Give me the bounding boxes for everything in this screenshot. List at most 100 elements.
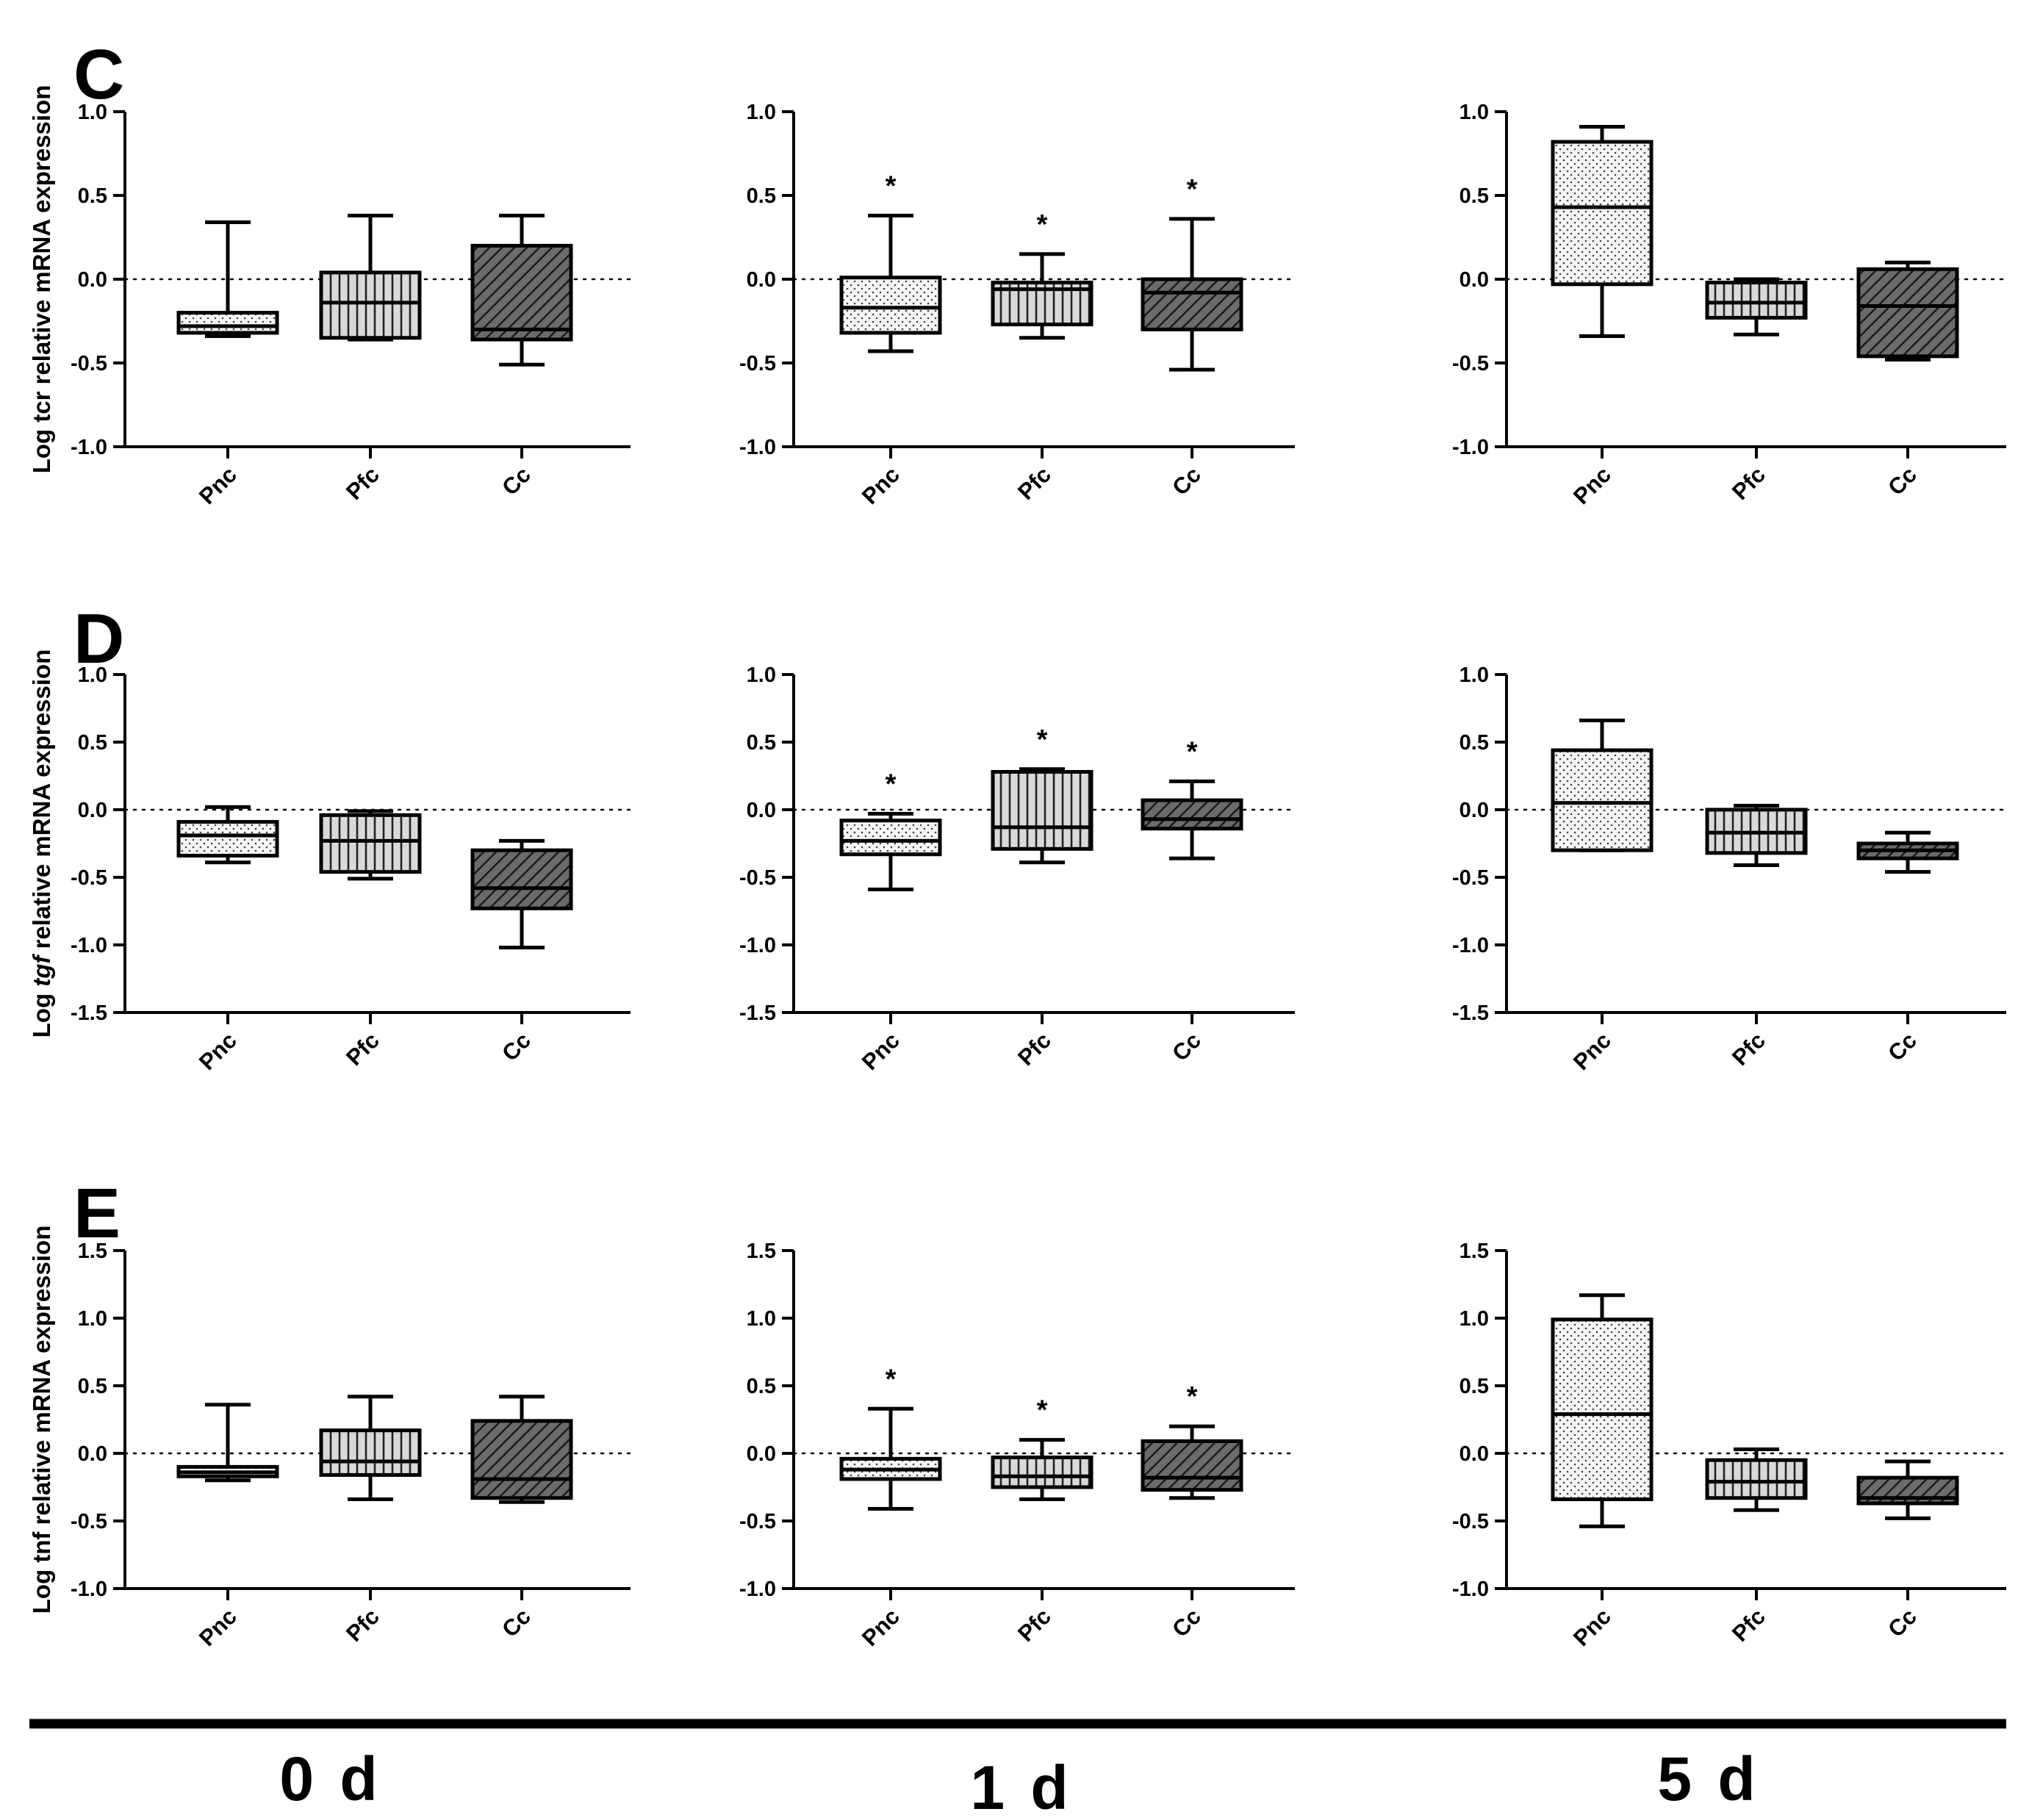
y-tick-label: 0.5 <box>78 184 107 208</box>
y-tick-label: 0.0 <box>1459 1442 1489 1466</box>
significance-marker: * <box>1187 736 1198 767</box>
box-Cc: Cc * <box>1141 1381 1243 1642</box>
box-iqr <box>1551 140 1653 287</box>
category-label: Cc <box>1167 461 1206 500</box>
category-label: Pnc <box>857 1603 905 1651</box>
category-label: Pfc <box>1013 1027 1056 1071</box>
significance-marker: * <box>886 1364 897 1395</box>
y-tick-label: 1.5 <box>1459 1240 1489 1263</box>
category-label: Pnc <box>1568 1603 1616 1651</box>
box-Cc: Cc * <box>1141 736 1243 1066</box>
y-tick-label: 1.0 <box>78 663 107 687</box>
y-tick-label: 1.5 <box>78 1240 107 1263</box>
box-iqr <box>1856 267 1959 359</box>
box-Pfc: Pfc * <box>991 1395 1094 1647</box>
y-tick-label: 0.0 <box>78 1442 107 1466</box>
significance-marker: * <box>886 170 897 201</box>
category-label: Pfc <box>1727 1027 1770 1071</box>
timepoint-label-2: 5 d <box>1657 1744 1759 1813</box>
category-label: Pfc <box>1013 461 1056 505</box>
box-iqr <box>1705 1458 1808 1500</box>
y-tick-label: -0.5 <box>71 352 107 375</box>
y-tick-label: -0.5 <box>739 352 776 375</box>
category-label: Pnc <box>857 461 905 509</box>
y-axis-title-gene: tgf <box>28 954 55 987</box>
y-tick-label: -1.5 <box>1452 1001 1489 1025</box>
box-Cc: Cc <box>470 1395 573 1642</box>
box-Cc: Cc <box>470 213 573 500</box>
y-tick-label: 0.5 <box>1459 1375 1489 1398</box>
y-tick-label: -0.5 <box>739 866 776 890</box>
y-tick-label: 0.5 <box>78 731 107 755</box>
y-tick-label: -1.5 <box>739 1001 776 1025</box>
box-Cc: Cc <box>1856 260 1959 500</box>
box-Pnc: Pnc * <box>839 1364 942 1651</box>
box-iqr <box>176 820 279 858</box>
box-Pfc: Pfc <box>319 1395 422 1647</box>
box-iqr <box>1551 1317 1653 1502</box>
y-tick-label: 0.5 <box>1459 184 1489 208</box>
y-tick-label: -0.5 <box>1452 352 1489 375</box>
y-tick-label: 1.5 <box>747 1240 776 1263</box>
box-iqr <box>1141 277 1243 331</box>
subplot-E-0d: -1.0 -0.5 0.0 0.5 1.0 1.5 Pnc Pfc Cc <box>71 1240 632 1651</box>
category-label: Pnc <box>194 1027 242 1075</box>
y-axis-title-prefix: Log <box>28 987 55 1038</box>
box-iqr <box>839 276 942 335</box>
box-Cc: Cc <box>1856 1459 1959 1642</box>
subplot-D-5d: -1.5 -1.0 -0.5 0.0 0.5 1.0 Pnc Pfc Cc <box>1452 663 2008 1075</box>
panels: C Log tcr relative mRNA expression -1.0 -0.… <box>28 35 2008 1651</box>
significance-marker: * <box>1187 1381 1198 1412</box>
y-tick-label: -1.0 <box>1452 934 1489 957</box>
y-tick-label: 1.0 <box>1459 1307 1489 1331</box>
category-label: Cc <box>1883 1027 1922 1066</box>
significance-marker: * <box>1187 174 1198 205</box>
box-iqr <box>991 769 1094 851</box>
category-label: Cc <box>1167 1027 1206 1066</box>
timepoint-label-1: 1 d <box>970 1753 1072 1820</box>
category-label: Pfc <box>341 1027 384 1071</box>
y-axis-title: Log tgf relative mRNA expression <box>28 650 55 1038</box>
box-iqr <box>176 311 279 335</box>
y-tick-label: 0.5 <box>747 184 776 208</box>
box-Pnc: Pnc <box>1551 719 1653 1075</box>
y-tick-label: -0.5 <box>71 866 107 890</box>
y-tick-label: 1.0 <box>78 1307 107 1331</box>
panel-letter: D <box>73 600 124 678</box>
y-tick-label: 0.0 <box>1459 268 1489 292</box>
y-tick-label: 1.0 <box>78 101 107 124</box>
category-label: Pfc <box>1727 461 1770 505</box>
y-tick-label: 1.0 <box>747 663 776 687</box>
box-Pnc: Pnc <box>176 805 279 1075</box>
category-label: Pnc <box>1568 461 1616 509</box>
box-Cc: Cc <box>470 838 573 1066</box>
box-iqr <box>470 848 573 910</box>
y-tick-label: 0.0 <box>78 799 107 822</box>
y-tick-label: -0.5 <box>1452 1510 1489 1533</box>
y-tick-label: -1.0 <box>1452 436 1489 459</box>
category-label: Pfc <box>1013 1603 1056 1647</box>
y-tick-label: -0.5 <box>71 1510 107 1533</box>
box-Pfc: Pfc * <box>991 724 1094 1071</box>
box-iqr <box>991 1456 1094 1489</box>
y-tick-label: 0.0 <box>78 268 107 292</box>
y-tick-label: -1.0 <box>739 436 776 459</box>
y-tick-label: -1.5 <box>71 1001 107 1025</box>
y-tick-label: 1.0 <box>747 1307 776 1331</box>
box-iqr <box>470 243 573 342</box>
category-label: Pfc <box>1727 1603 1770 1647</box>
timepoint-axis: 0 d 1 d 5 d <box>29 1719 2006 1820</box>
y-tick-label: 0.0 <box>747 1442 776 1466</box>
y-tick-label: -1.0 <box>739 934 776 957</box>
significance-marker: * <box>1037 1395 1048 1426</box>
significance-marker: * <box>1037 209 1048 240</box>
y-tick-label: -1.0 <box>71 1578 107 1601</box>
panel-letter: E <box>73 1174 121 1253</box>
subplot-E-5d: -1.0 -0.5 0.0 0.5 1.0 1.5 Pnc Pfc Cc <box>1452 1240 2008 1651</box>
box-Pnc: Pnc <box>1551 1293 1653 1651</box>
y-tick-label: -1.0 <box>71 436 107 459</box>
category-label: Cc <box>1883 1603 1922 1642</box>
y-tick-label: 1.0 <box>1459 101 1489 124</box>
subplot-C-1d: -1.0 -0.5 0.0 0.5 1.0 Pnc * Pfc * Cc * <box>739 101 1296 509</box>
category-label: Pfc <box>341 461 384 505</box>
